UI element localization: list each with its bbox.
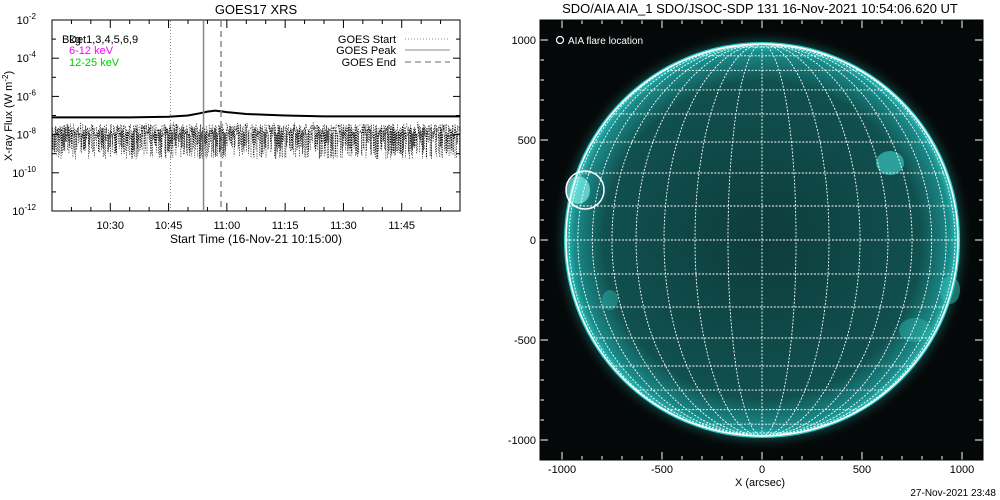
active-region-ne: [876, 151, 904, 175]
x-tick-label: 0: [759, 464, 765, 476]
left-panel-title: GOES17 XRS: [215, 2, 298, 17]
x-tick-label: 11:30: [330, 220, 357, 232]
aia-legend-label: AIA flare location: [568, 36, 643, 47]
x-tick-label: 500: [853, 464, 871, 476]
x-tick-label: -1000: [548, 464, 576, 476]
long-channel-curve: [52, 109, 460, 119]
legend-goes-peak: GOES Peak: [336, 45, 396, 57]
x-tick-label: 10:45: [155, 220, 183, 232]
short-channel-trace: [52, 121, 460, 160]
right-panel-title: SDO/AIA AIA_1 SDO/JSOC-SDP 131 16-Nov-20…: [562, 1, 958, 16]
y-tick-label: 0: [530, 235, 536, 247]
y-tick-label: 10-8: [17, 127, 37, 142]
goes-lightcurve-panel: GOES17 XRS 10-12 10-10 10-8 10-6 10-4 10-2 10…: [1, 2, 461, 246]
left-y-axis-label: X-ray Flux (W m-2): [1, 71, 15, 161]
y-tick-label: 1000: [512, 35, 536, 47]
y-tick-label: -500: [514, 335, 536, 347]
x-tick-label: 11:15: [272, 220, 299, 232]
legend-6-12-kev: 6-12 keV: [69, 45, 114, 57]
solar-limb-circle: [565, 43, 959, 437]
x-tick-label: 11:45: [388, 220, 415, 232]
aia-image-panel: SDO/AIA AIA_1 SDO/JSOC-SDP 131 16-Nov-20…: [508, 1, 997, 499]
y-tick-label: -1000: [508, 435, 536, 447]
x-tick-label: 10:30: [97, 220, 125, 232]
legend-goes-end: GOES End: [342, 57, 396, 69]
y-axis-ticks: 10-12 10-10 10-8 10-6 10-4 10-2: [12, 12, 460, 218]
flare-location-marker: [565, 170, 605, 210]
legend-bkg: Bkg: [62, 34, 81, 46]
y-tick-label: 10-4: [17, 50, 37, 65]
legend-12-25-kev: 12-25 keV: [69, 57, 120, 69]
right-x-axis-label: X (arcsec): [735, 477, 785, 489]
aia-axis-ticks: -1000 -1000 -500 -500 0 0 500 500 1000 1000: [508, 19, 984, 476]
longitude-line: [761, 44, 947, 436]
active-region-se: [899, 318, 931, 342]
x-axis-ticks: 10:30 10:45 11:00 11:15 11:30 11:45: [70, 20, 442, 232]
left-x-axis-label: Start Time (16-Nov-21 10:15:00): [170, 232, 342, 246]
legend-goes-start: GOES Start: [338, 34, 396, 46]
active-region-east-limb: [940, 276, 960, 304]
x-tick-label: -500: [651, 464, 673, 476]
active-region-sw: [602, 290, 618, 310]
y-tick-label: 500: [518, 135, 536, 147]
x-tick-label: 1000: [950, 464, 974, 476]
aia-frame: [539, 19, 984, 461]
y-tick-label: 10-10: [12, 165, 36, 180]
flare-bright-region: [566, 176, 590, 204]
short-channel-noise: [52, 121, 460, 160]
legend-detectors: Det1,3,4,5,6,9: [69, 34, 138, 46]
longitude-line: [568, 44, 763, 436]
legend-circle-icon: [555, 35, 565, 45]
plot-timestamp: 27-Nov-2021 23:48: [910, 488, 996, 499]
y-tick-label: 10-12: [12, 203, 36, 218]
y-tick-label: 10-6: [17, 88, 37, 103]
x-tick-label: 11:00: [213, 220, 240, 232]
y-tick-label: 10-2: [17, 12, 37, 27]
longitude-line: [761, 44, 797, 436]
